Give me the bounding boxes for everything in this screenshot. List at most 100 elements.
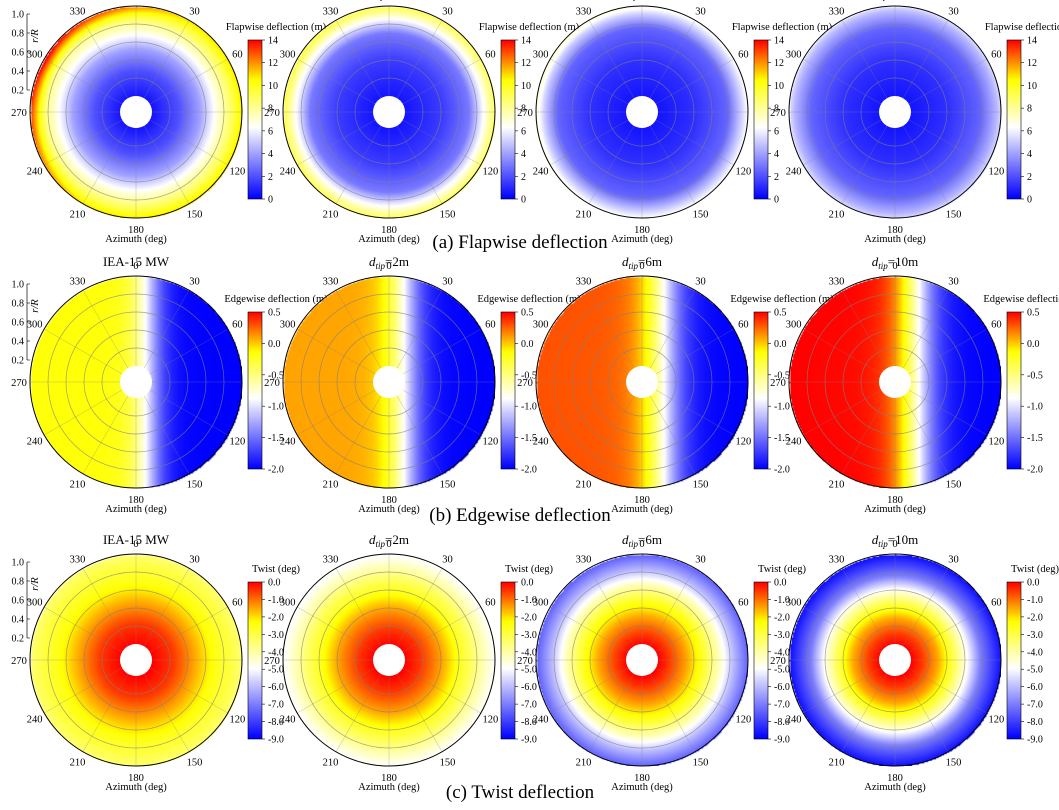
colorbar-tick-label: 8 xyxy=(1027,104,1032,115)
colorbar-label: Twist (deg) xyxy=(505,564,553,575)
colorbar-gradient xyxy=(248,582,262,739)
grid-spoke xyxy=(550,667,629,714)
polar-panel: 0306090120150180210240270300330Azimuth (… xyxy=(264,532,553,793)
azimuth-tick-label: 270 xyxy=(264,378,280,389)
colorbar-frame xyxy=(247,39,263,200)
grid-spoke xyxy=(44,389,123,436)
colorbar: -9.0 -8.0 -7.0 -6.0 -5.0 -4.0 -3.0 -2.0 -1.0 0.0 T… xyxy=(1006,564,1059,746)
azimuth-tick-label: 0 xyxy=(892,539,897,550)
colorbar-tick-label: 8 xyxy=(268,104,273,115)
azimuth-tick-label: 210 xyxy=(323,209,339,220)
colorbar-tick-label: 4 xyxy=(774,149,779,160)
grid-spoke xyxy=(44,328,123,375)
grid-spoke xyxy=(550,328,629,375)
grid-spoke xyxy=(402,606,481,653)
panel-title: dtip=10m xyxy=(872,0,918,1)
azimuth-tick-label: 0 xyxy=(386,0,391,2)
colorbar-tick-label: -2.0 xyxy=(521,465,537,476)
grid-spoke xyxy=(297,389,376,436)
azimuth-tick-label: 60 xyxy=(991,598,1002,609)
azimuth-tick-label: 120 xyxy=(988,715,1004,726)
azimuth-tick-label: 240 xyxy=(27,715,43,726)
panel-title: dtip=2m xyxy=(369,532,409,549)
azimuth-tick-label: 300 xyxy=(533,598,549,609)
grid-spoke xyxy=(803,606,882,653)
polar-panel: 0306090120150180210240270300330Azimuth (… xyxy=(770,0,1059,245)
grid-spoke xyxy=(550,606,629,653)
grid-spoke xyxy=(588,673,635,752)
colorbar-tick-label: 0 xyxy=(268,195,273,206)
colorbar: 0 2 4 6 8 10 12 14 Flapwise deflection (m) xyxy=(985,22,1059,206)
colorbar-tick-label: 2 xyxy=(774,172,779,183)
azimuth-tick-label: 210 xyxy=(829,479,845,490)
colorbar-tick-label: -2.0 xyxy=(521,612,537,623)
grid-spoke xyxy=(44,119,123,166)
polar-panel: 0306090120150180210240270300330Azimuth (… xyxy=(11,0,327,245)
colorbar-frame xyxy=(1006,581,1022,740)
colorbar-gradient xyxy=(754,312,768,469)
azimuth-tick-label: 0 xyxy=(639,261,644,272)
azimuth-tick-label: 0 xyxy=(133,0,138,2)
colorbar-frame xyxy=(753,39,769,200)
grid-spoke xyxy=(588,290,635,369)
radial-axis: 0.2 0.4 0.6 0.8 1.0 r/R xyxy=(12,558,42,645)
colorbar: -2.0 -1.5 -1.0 -0.5 0.0 0.5 Edgewise deflectio… xyxy=(983,294,1059,476)
azimuth-tick-label: 300 xyxy=(280,50,296,61)
azimuth-tick-label: 120 xyxy=(735,715,751,726)
grid-spoke xyxy=(803,667,882,714)
grid-spoke xyxy=(396,395,443,474)
grid-spoke xyxy=(402,389,481,436)
azimuth-tick-label: 60 xyxy=(991,320,1002,331)
colorbar-tick-label: 8 xyxy=(774,104,779,115)
radial-tick-label: 0.2 xyxy=(12,86,25,97)
colorbar-tick-label: 0.0 xyxy=(521,339,534,350)
grid-spoke xyxy=(841,20,888,99)
azimuth-tick-label: 60 xyxy=(485,320,496,331)
azimuth-tick-label: 240 xyxy=(786,715,802,726)
colorbar-tick-label: -9.0 xyxy=(774,735,790,746)
grid-spoke xyxy=(335,290,382,369)
azimuth-tick-label: 120 xyxy=(229,167,245,178)
colorbar-tick-label: 2 xyxy=(521,172,526,183)
grid-spoke xyxy=(143,20,190,99)
panel-title: IEA-15 MW xyxy=(103,532,170,547)
grid-spoke xyxy=(803,328,882,375)
azimuth-tick-label: 180 xyxy=(381,225,397,236)
radial-tick-label: 0.4 xyxy=(12,615,25,626)
colorbar-tick-label: -0.5 xyxy=(268,370,284,381)
colorbar: -2.0 -1.5 -1.0 -0.5 0.0 0.5 Edgewise deflectio… xyxy=(224,294,328,476)
polar-panel: 0306090120150180210240270300330Azimuth (… xyxy=(264,254,581,515)
azimuth-tick-label: 210 xyxy=(576,757,592,768)
panel-title: dtip=10m xyxy=(872,532,918,549)
azimuth-tick-label: 120 xyxy=(482,437,498,448)
grid-spoke xyxy=(908,606,987,653)
colorbar-tick-label: -5.0 xyxy=(1027,665,1043,676)
grid-spoke xyxy=(841,673,888,752)
grid-spoke xyxy=(396,568,443,647)
radial-tick-label: 0.4 xyxy=(12,67,25,78)
colorbar-tick-label: 0.0 xyxy=(268,578,281,589)
colorbar-tick-label: 6 xyxy=(1027,126,1032,137)
azimuth-tick-label: 180 xyxy=(381,495,397,506)
grid-spoke xyxy=(402,58,481,105)
azimuth-tick-label: 210 xyxy=(323,757,339,768)
grid-spoke xyxy=(149,328,228,375)
colorbar-tick-label: -0.5 xyxy=(774,370,790,381)
grid-spoke xyxy=(550,119,629,166)
colorbar-frame xyxy=(247,581,263,740)
colorbar: 0 2 4 6 8 10 12 14 Flapwise deflection (m) xyxy=(226,22,327,206)
azimuth-tick-label: 0 xyxy=(639,539,644,550)
azimuth-tick-label: 150 xyxy=(187,757,203,768)
radial-tick-label: 0.6 xyxy=(12,596,25,607)
grid-spoke xyxy=(335,568,382,647)
azimuth-tick-label: 60 xyxy=(738,50,749,61)
grid-spoke xyxy=(143,395,190,474)
row-caption: (a) Flapwise deflection xyxy=(432,232,608,253)
colorbar-tick-label: -4.0 xyxy=(1027,647,1043,658)
azimuth-tick-label: 330 xyxy=(323,7,339,18)
grid-spoke xyxy=(143,568,190,647)
radial-tick-label: 0.6 xyxy=(12,48,25,59)
colorbar-tick-label: -1.0 xyxy=(774,402,790,413)
colorbar-gradient xyxy=(248,40,262,199)
grid-spoke xyxy=(297,606,376,653)
